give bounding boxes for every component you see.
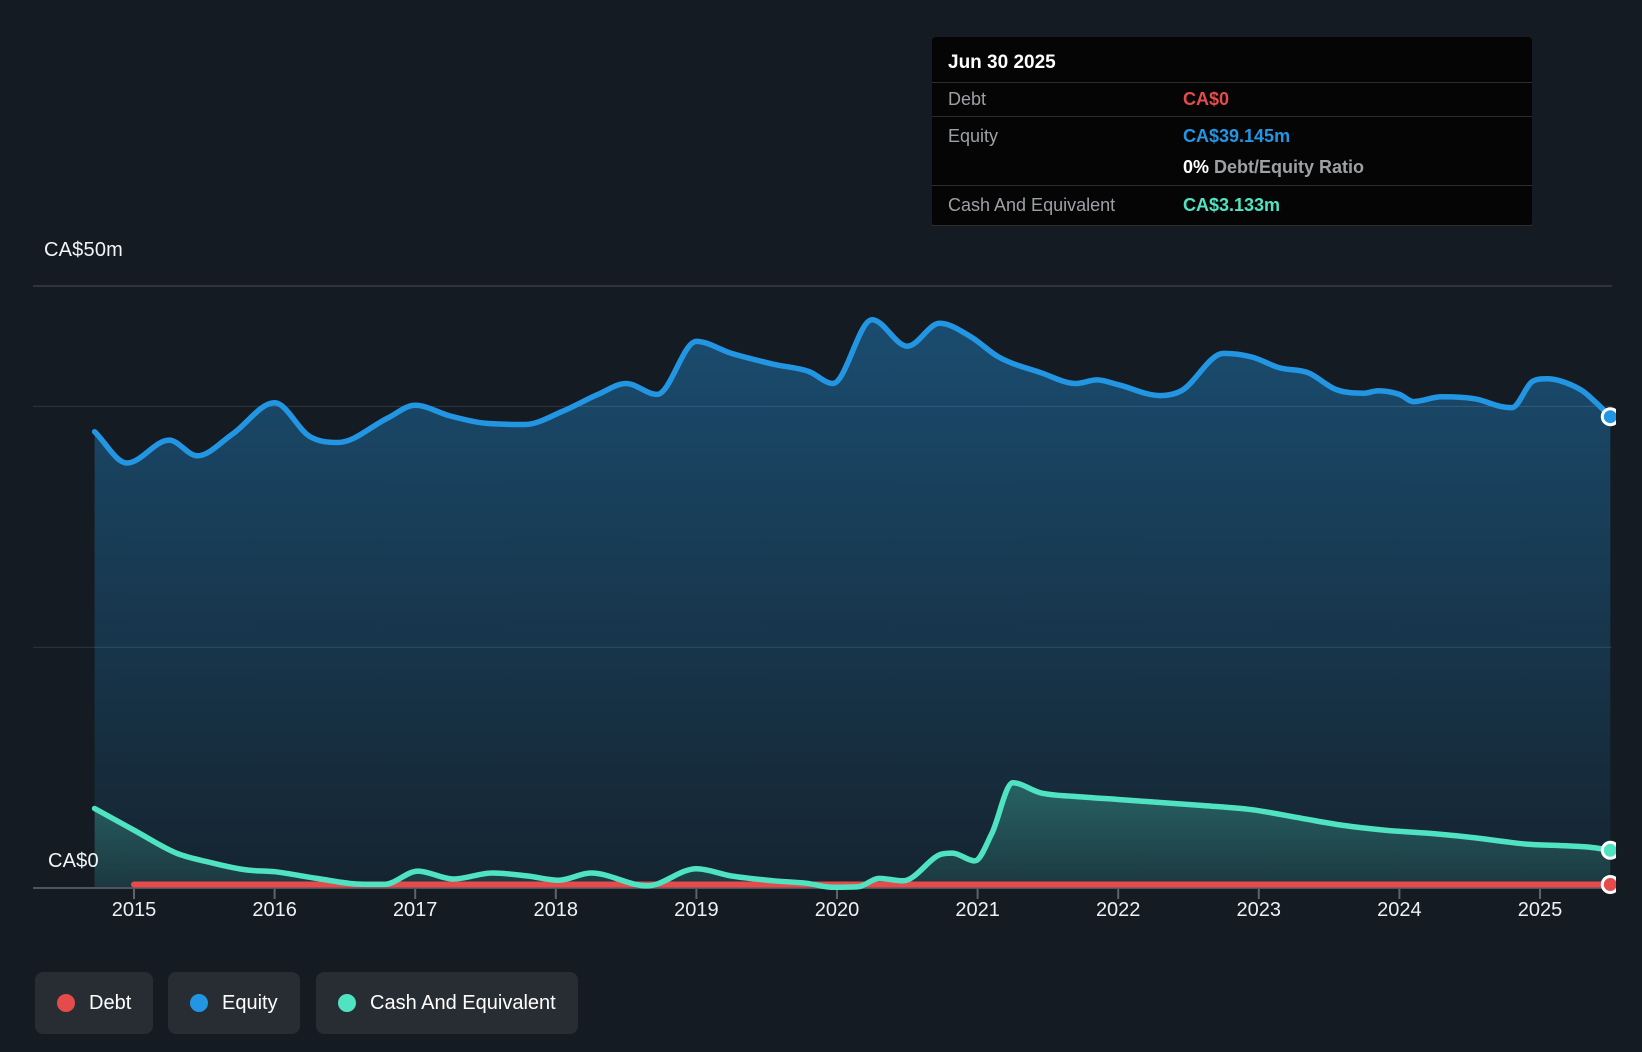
tooltip-debt-label: Debt (948, 89, 987, 109)
legend-debt-button[interactable]: Debt (35, 972, 154, 1034)
equity-line (91, 316, 1614, 466)
x-axis-label-2017: 2017 (393, 899, 438, 921)
cash-series-dot (338, 994, 356, 1012)
cash-and-equivalent-line (91, 780, 1614, 891)
legend-cash-label: Cash And Equivalent (370, 991, 556, 1014)
tooltip-date: Jun 30 2025 (932, 37, 1532, 83)
chart-tooltip: Jun 30 2025 Debt CA$0 Equity CA$39.145m … (932, 37, 1532, 226)
tooltip-equity-value: CA$39.145m (1183, 126, 1291, 146)
debt-series-dot (57, 994, 75, 1012)
tooltip-cash-row: Cash And Equivalent CA$3.133m (932, 186, 1532, 226)
legend-debt-label: Debt (89, 991, 132, 1014)
x-axis-label-2021: 2021 (955, 899, 1000, 921)
tooltip-ratio-percent: 0% (1183, 157, 1210, 177)
x-axis-label-2024: 2024 (1377, 899, 1422, 921)
tooltip-equity-row: Equity CA$39.145m 0% Debt/Equity Ratio (932, 117, 1532, 186)
legend-cash-button[interactable]: Cash And Equivalent (316, 972, 578, 1034)
y-axis-label-0: CA$0 (48, 850, 99, 872)
tooltip-equity-label: Equity (948, 126, 999, 146)
legend-equity-label: Equity (222, 991, 278, 1014)
tooltip-cash-value: CA$3.133m (1183, 195, 1281, 215)
x-axis-label-2023: 2023 (1237, 899, 1282, 921)
x-axis-label-2015: 2015 (112, 899, 157, 921)
debt-end-marker (1600, 875, 1616, 894)
x-axis-label-2019: 2019 (674, 899, 719, 921)
cash-and-equivalent-end-marker (1600, 840, 1616, 860)
equity-series-dot (190, 994, 208, 1012)
tooltip-debt-row: Debt CA$0 (932, 83, 1532, 117)
tooltip-debt-value: CA$0 (1183, 89, 1230, 109)
tooltip-ratio-label: Debt/Equity Ratio (1214, 157, 1365, 177)
equity-area-fill (94, 319, 1611, 888)
x-axis-label-2025: 2025 (1518, 899, 1563, 921)
tooltip-cash-label: Cash And Equivalent (948, 195, 1116, 215)
x-axis-label-2022: 2022 (1096, 899, 1141, 921)
equity-end-marker (1600, 407, 1616, 427)
tooltip-ratio-value: 0% Debt/Equity Ratio (1183, 151, 1364, 183)
legend-equity-button[interactable]: Equity (168, 972, 300, 1034)
x-axis-label-2020: 2020 (815, 899, 860, 921)
y-axis-label-50m: CA$50m (44, 239, 124, 261)
x-axis-label-2016: 2016 (252, 899, 297, 921)
x-axis-label-2018: 2018 (534, 899, 579, 921)
